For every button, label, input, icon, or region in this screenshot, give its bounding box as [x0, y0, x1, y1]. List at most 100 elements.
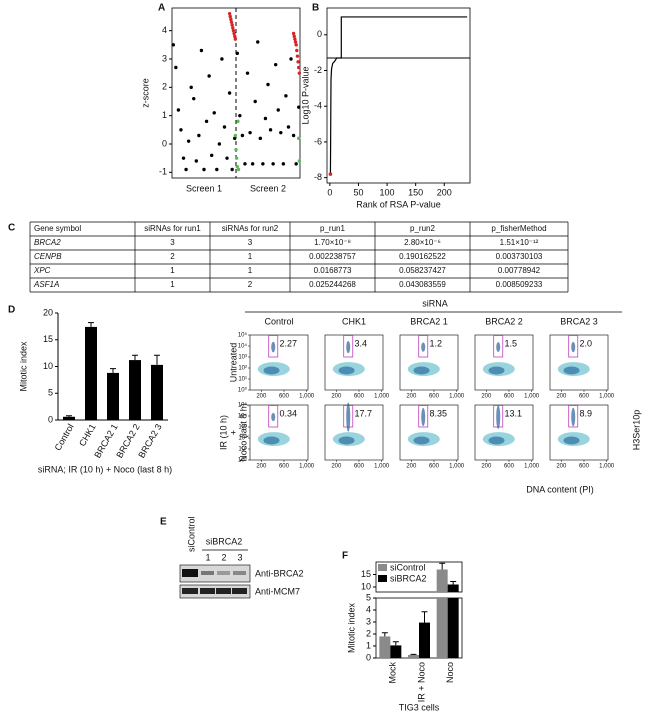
error-bar	[154, 354, 160, 365]
point	[186, 139, 191, 143]
y-tick-label: 20	[43, 307, 53, 317]
point	[297, 136, 301, 141]
flow-gated-cells	[421, 408, 426, 427]
x-tick-label: 200	[556, 464, 567, 470]
y-tick-label: 10⁵	[238, 332, 248, 339]
bar	[63, 416, 75, 420]
point	[250, 162, 255, 166]
point	[273, 62, 278, 67]
panel-letter: F	[342, 551, 348, 562]
point	[291, 133, 296, 138]
gate-percentage: 2.0	[579, 338, 592, 348]
point	[286, 125, 291, 129]
table-cell: p_fisherMethod	[491, 224, 546, 233]
point	[217, 142, 222, 146]
y-axis-label: Mitotic index	[18, 341, 28, 392]
error-bar	[66, 415, 72, 417]
x-tick-label: 1,000	[449, 464, 465, 470]
y-tick-label: 10³	[238, 425, 247, 431]
x-tick-label: 0	[327, 187, 332, 197]
point	[296, 60, 300, 64]
y-tick-label: 10⁰	[238, 457, 248, 464]
bar	[436, 598, 448, 658]
y-tick-label: -1	[159, 167, 167, 177]
table-cell: 1	[170, 266, 175, 275]
y-axis-label: Mitotic index	[346, 602, 356, 653]
panel-letter: D	[8, 305, 15, 316]
point	[233, 133, 238, 138]
error-bar	[88, 322, 94, 327]
flow-gate	[418, 335, 429, 358]
column-label: BRCA2 1	[410, 316, 448, 326]
point	[233, 136, 237, 141]
point	[268, 128, 273, 132]
panel-letter: C	[8, 223, 15, 234]
table-row-header: Gene symbol	[34, 224, 81, 233]
y-tick-label: 10⁴	[238, 413, 248, 420]
blot-lane-label: 2	[221, 552, 226, 562]
x-tick-label: 600	[579, 394, 590, 400]
column-label: BRCA2 2	[485, 316, 523, 326]
flow-cloud-core	[263, 436, 280, 445]
point	[258, 136, 263, 141]
legend-swatch	[378, 564, 387, 571]
point	[291, 31, 296, 36]
y-tick-label: 10⁰	[238, 387, 248, 394]
blot-band	[200, 588, 215, 594]
x-tick-label: Noco	[445, 662, 455, 683]
flow-gate	[568, 405, 579, 428]
point	[295, 48, 299, 53]
point	[292, 34, 296, 39]
x-tick-label: 1,000	[524, 394, 540, 400]
table-cell: siRNAs for run2	[222, 224, 279, 233]
point	[227, 91, 232, 95]
point	[295, 54, 300, 58]
point	[279, 130, 283, 135]
point	[229, 20, 234, 24]
point	[263, 116, 268, 121]
point	[171, 43, 175, 47]
x-tick-label: Mock	[388, 662, 398, 684]
y-tick-label: -8	[314, 172, 322, 182]
point	[266, 82, 270, 87]
x-axis-label: TIG3 cells	[399, 702, 440, 712]
bar	[436, 569, 448, 592]
y-tick-label: 1	[366, 640, 371, 650]
x-tick-label: 200	[256, 394, 267, 400]
point	[197, 133, 201, 138]
point	[230, 23, 234, 27]
point	[230, 167, 234, 172]
table-cell: 2	[248, 280, 253, 289]
table-cell: 1	[248, 266, 253, 275]
bar	[390, 645, 402, 658]
blot-band	[217, 571, 230, 575]
point	[234, 156, 239, 160]
table-cell: 0.003730103	[496, 252, 543, 261]
x-tick-label: Screen 1	[186, 183, 222, 193]
point	[202, 167, 206, 172]
flow-gate	[418, 405, 429, 428]
x-tick-label: 200	[481, 394, 492, 400]
table-cell: p_run1	[320, 224, 345, 233]
x-tick-label: 600	[354, 394, 365, 400]
point	[215, 167, 219, 172]
y-tick-label: 0	[366, 652, 371, 662]
x-tick-label: 600	[429, 464, 440, 470]
y-tick-label: 1	[162, 110, 167, 120]
table-row-header: XPC	[33, 266, 51, 275]
y-tick-label: 2	[162, 82, 167, 92]
y-axis-label: z-score	[140, 78, 150, 108]
flow-cloud-core	[563, 366, 580, 375]
row-label: Noco (last 8 h)	[238, 403, 248, 462]
flow-cloud-core	[488, 366, 505, 375]
table-cell: 2.80×10⁻⁶	[404, 238, 441, 247]
gate-percentage: 2.27	[279, 338, 297, 348]
flow-gated-cells	[271, 412, 276, 422]
y-axis-label: Log10 P-value	[300, 66, 310, 124]
highlight-point	[328, 172, 333, 176]
table-cell: siRNAs for run1	[144, 224, 201, 233]
y-tick-label: 10¹	[238, 447, 247, 453]
bar	[379, 636, 391, 658]
gate-percentage: 0.34	[279, 408, 297, 418]
